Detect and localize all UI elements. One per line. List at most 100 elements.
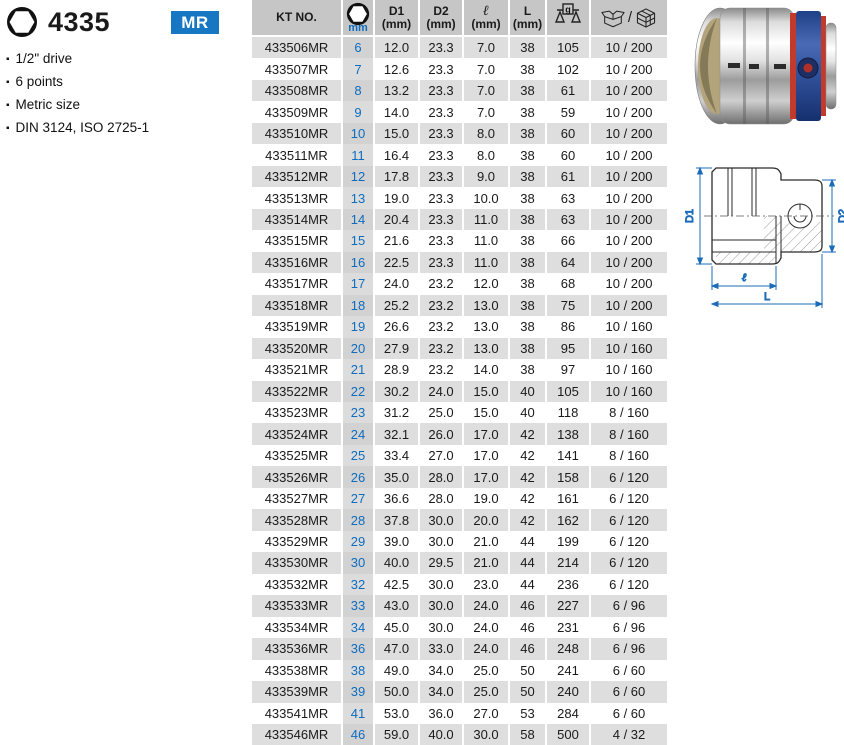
cell-l-small: 14.0 — [464, 359, 510, 381]
cell-kt-no: 433541MR — [252, 702, 343, 724]
diagram-label-l-small: ℓ — [742, 271, 747, 284]
table-row: 433507MR 7 12.6 23.3 7.0 38 102 10 / 200 — [252, 58, 667, 80]
cell-pack: 8 / 160 — [591, 401, 667, 424]
product-info: 4335 MR 1/2" drive 6 points Metric size … — [6, 6, 246, 140]
cell-kt-no: 433532MR — [252, 573, 343, 596]
cell-l-big: 40 — [510, 380, 547, 402]
cell-kt-no: 433508MR — [252, 79, 343, 102]
cell-pack: 6 / 120 — [591, 487, 667, 510]
table-row: 433539MR 39 50.0 34.0 25.0 50 240 6 / 60 — [252, 681, 667, 703]
product-photo — [694, 7, 837, 125]
cell-d2: 29.5 — [420, 552, 464, 574]
cell-l-big: 42 — [510, 466, 547, 488]
cell-size-mm: 33 — [343, 595, 375, 617]
cell-size-mm: 32 — [343, 573, 375, 596]
cell-kt-no: 433539MR — [252, 681, 343, 703]
cell-kt-no: 433506MR — [252, 37, 343, 59]
cell-l-big: 38 — [510, 144, 547, 166]
cell-d2: 28.0 — [420, 466, 464, 488]
cell-weight: 64 — [547, 251, 591, 274]
cell-l-small: 20.0 — [464, 509, 510, 531]
cell-pack: 8 / 160 — [591, 423, 667, 445]
cell-kt-no: 433507MR — [252, 58, 343, 80]
cell-pack: 10 / 200 — [591, 208, 667, 231]
feature-item: 1/2" drive — [6, 48, 246, 71]
cell-size-mm: 21 — [343, 359, 375, 381]
cell-d2: 33.0 — [420, 638, 464, 660]
feature-item: Metric size — [6, 94, 246, 117]
cell-d1: 53.0 — [375, 702, 420, 724]
cell-size-mm: 13 — [343, 187, 375, 209]
cell-weight: 60 — [547, 144, 591, 166]
cell-size-mm: 23 — [343, 401, 375, 424]
cell-d2: 23.3 — [420, 144, 464, 166]
cell-l-big: 42 — [510, 444, 547, 467]
cell-d1: 19.0 — [375, 187, 420, 209]
feature-item: DIN 3124, ISO 2725-1 — [6, 117, 246, 140]
cell-size-mm: 14 — [343, 208, 375, 231]
cell-l-big: 38 — [510, 208, 547, 231]
cell-l-big: 58 — [510, 724, 547, 745]
cell-pack: 6 / 120 — [591, 466, 667, 488]
cell-weight: 66 — [547, 230, 591, 252]
hex-socket-icon — [7, 7, 37, 37]
cell-size-mm: 8 — [343, 79, 375, 102]
cell-l-big: 40 — [510, 401, 547, 424]
cell-l-small: 11.0 — [464, 230, 510, 252]
table-row: 433509MR 9 14.0 23.3 7.0 38 59 10 / 200 — [252, 101, 667, 123]
table-header-row: KT NO. mm D1 (mm) D2 (mm) ℓ — [252, 0, 667, 37]
cell-l-small: 8.0 — [464, 122, 510, 145]
table-row: 433532MR 32 42.5 30.0 23.0 44 236 6 / 12… — [252, 573, 667, 596]
table-row: 433533MR 33 43.0 30.0 24.0 46 227 6 / 96 — [252, 595, 667, 617]
table-row: 433520MR 20 27.9 23.2 13.0 38 95 10 / 16… — [252, 337, 667, 360]
cell-kt-no: 433514MR — [252, 208, 343, 231]
cell-size-mm: 28 — [343, 509, 375, 531]
cell-l-small: 27.0 — [464, 702, 510, 724]
cell-weight: 63 — [547, 187, 591, 209]
cell-kt-no: 433515MR — [252, 230, 343, 252]
cell-weight: 240 — [547, 681, 591, 703]
spec-table: KT NO. mm D1 (mm) D2 (mm) ℓ — [252, 0, 667, 745]
cell-d2: 23.3 — [420, 230, 464, 252]
cell-weight: 231 — [547, 616, 591, 639]
cell-size-mm: 34 — [343, 616, 375, 639]
cell-kt-no: 433520MR — [252, 337, 343, 360]
cell-l-small: 23.0 — [464, 573, 510, 596]
cell-size-mm: 25 — [343, 444, 375, 467]
cell-l-big: 38 — [510, 230, 547, 252]
size-unit-label: mm — [348, 22, 368, 34]
cell-d1: 26.6 — [375, 316, 420, 338]
cell-pack: 10 / 160 — [591, 316, 667, 338]
cell-l-small: 17.0 — [464, 423, 510, 445]
cell-l-big: 53 — [510, 702, 547, 724]
cell-kt-no: 433519MR — [252, 316, 343, 338]
dimension-diagram: D1 D2 ℓ L — [684, 166, 844, 308]
cell-l-big: 38 — [510, 37, 547, 59]
cell-size-mm: 39 — [343, 681, 375, 703]
diagram-label-l-big: L — [764, 291, 770, 303]
cell-kt-no: 433521MR — [252, 359, 343, 381]
cell-weight: 59 — [547, 101, 591, 123]
col-header-weight: g — [547, 0, 591, 37]
cell-l-small: 7.0 — [464, 58, 510, 80]
cell-pack: 10 / 200 — [591, 273, 667, 295]
cell-d2: 30.0 — [420, 616, 464, 639]
cell-d1: 25.2 — [375, 294, 420, 317]
cell-size-mm: 11 — [343, 144, 375, 166]
cell-kt-no: 433528MR — [252, 509, 343, 531]
cell-pack: 10 / 200 — [591, 294, 667, 317]
cell-d2: 23.3 — [420, 79, 464, 102]
cell-l-big: 46 — [510, 638, 547, 660]
table-row: 433524MR 24 32.1 26.0 17.0 42 138 8 / 16… — [252, 423, 667, 445]
cell-weight: 60 — [547, 122, 591, 145]
cell-pack: 10 / 200 — [591, 58, 667, 80]
table-row: 433530MR 30 40.0 29.5 21.0 44 214 6 / 12… — [252, 552, 667, 574]
cell-d2: 23.2 — [420, 337, 464, 360]
feature-item: 6 points — [6, 71, 246, 94]
cell-weight: 236 — [547, 573, 591, 596]
cell-d1: 35.0 — [375, 466, 420, 488]
table-row: 433519MR 19 26.6 23.2 13.0 38 86 10 / 16… — [252, 316, 667, 338]
cell-kt-no: 433518MR — [252, 294, 343, 317]
table-row: 433508MR 8 13.2 23.3 7.0 38 61 10 / 200 — [252, 79, 667, 102]
cell-weight: 141 — [547, 444, 591, 467]
